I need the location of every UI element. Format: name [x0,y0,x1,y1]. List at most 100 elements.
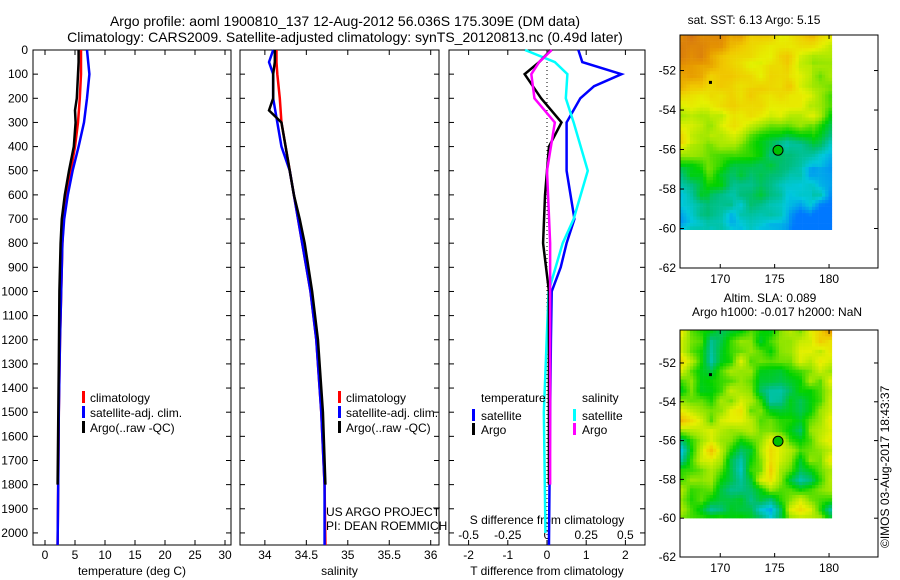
map-cell [782,173,786,178]
map-cell [752,176,757,181]
map-cell [729,61,734,65]
map-cell [709,353,714,357]
map-cell [693,452,697,456]
map-cell [798,475,803,479]
map-cell [792,94,796,98]
map-cell [746,180,750,184]
map-cell [732,101,737,105]
map-cell [805,84,809,89]
map-cell [821,363,826,367]
map-cell [689,48,694,52]
map-cell [732,147,737,151]
map-cell [729,54,734,59]
map-cell [686,392,691,397]
map-cell [742,167,747,171]
map-cell [825,343,829,347]
map-cell [821,343,826,347]
map-cell [772,58,776,62]
map-cell [828,196,833,201]
map-cell [769,64,773,69]
map-cell [815,110,819,115]
map-cell [798,359,803,364]
map-cell [689,382,694,387]
map-cell [696,412,701,417]
map-cell [802,51,806,56]
map-cell [802,74,806,79]
map-cell [713,392,717,397]
map-cell [818,167,823,171]
map-cell [752,190,757,194]
map-cell [713,183,717,188]
map-cell [719,203,724,207]
map-cell [828,127,833,131]
map-cell [713,475,717,479]
map-cell [788,429,793,433]
map-cell [812,435,816,440]
map-cell [805,405,809,410]
map-cell [828,415,833,420]
map-cell [736,488,740,492]
map-cell [808,117,813,122]
map-cell [749,137,753,141]
map-cell [742,160,747,164]
map-cell [713,64,717,69]
map-cell [693,87,697,92]
map-cell [785,429,790,433]
map-cell [752,376,757,380]
map-cell [802,68,806,72]
map-cell [812,137,816,141]
map-cell [759,346,763,351]
map-cell [739,488,743,492]
map-cell [805,163,809,168]
map-cell [818,405,823,410]
map-cell [689,167,694,171]
map-cell [782,448,786,453]
map-cell [805,442,809,446]
map-cell [818,143,823,148]
map-cell [680,190,684,194]
map-cell [755,170,760,174]
map-cell [732,97,737,102]
map-cell [779,330,783,334]
map-cell [788,349,793,354]
map-cell [802,64,806,69]
map-cell [716,412,720,417]
map-cell [696,120,701,125]
map-cell [693,353,697,357]
map-cell [726,402,730,407]
map-cell [775,134,780,138]
map-cell [828,101,833,105]
map-cell [709,465,714,469]
map-cell [772,343,776,347]
map-cell [706,366,710,370]
map-cell [709,458,714,463]
map-cell [825,372,829,377]
map-cell [742,190,747,194]
map-cell [805,114,809,118]
map-cell [818,223,823,227]
map-cell [746,38,750,42]
map-cell [769,379,773,384]
map-cell [759,330,763,334]
map-cell [818,186,823,191]
map-cell [683,71,687,75]
map-cell [755,180,760,184]
map-cell [742,41,747,46]
map-cell [742,481,747,486]
map-cell [808,432,813,436]
map-cell [703,478,707,483]
map-cell [729,432,734,436]
map-cell [821,359,826,364]
map-cell [795,127,800,131]
map-cell [689,386,694,390]
map-cell [680,409,684,413]
map-cell [689,127,694,131]
map-cell [762,153,767,158]
map-cell [759,130,763,135]
map-cell [752,216,757,221]
map-cell [709,386,714,390]
map-cell [746,74,750,79]
map-cell [722,452,727,456]
map-cell [696,203,701,207]
map-cell [821,425,826,430]
